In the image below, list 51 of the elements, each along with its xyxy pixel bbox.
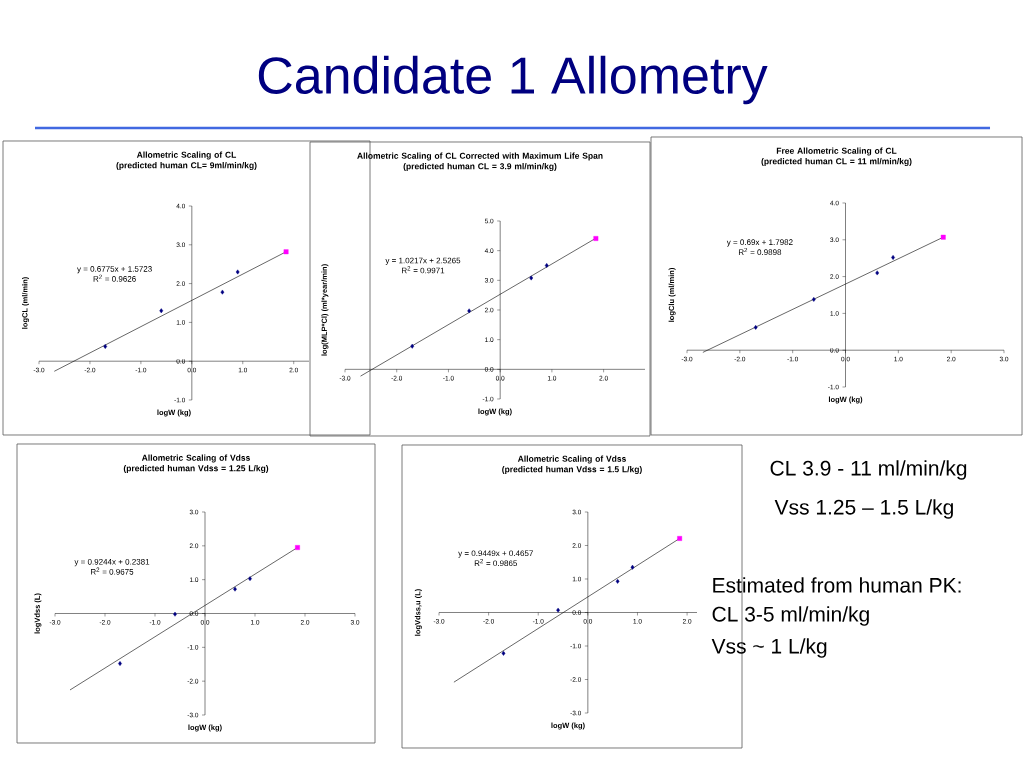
annotation: R$^{2}$ = 0.9865 [474, 558, 518, 567]
text: Vss 1.25 – 1.5 L/kg [774, 499, 953, 519]
point [753, 324, 758, 330]
chart-subtitle: (predicted human CL = 11 ml/min/kg) [761, 158, 912, 166]
chart-subtitle: (predicted human Vdss = 1.25 L/kg) [123, 465, 269, 473]
point [940, 234, 946, 240]
point [467, 308, 471, 314]
point [529, 275, 534, 281]
chart-subtitle: (predicted human CL = 3.9 ml/min/kg) [403, 163, 557, 171]
point [248, 576, 252, 582]
chart-title: Allometric Scaling of Vdss [141, 454, 250, 463]
point [118, 661, 122, 666]
point [283, 249, 289, 255]
point [235, 269, 240, 275]
text: Candidate 1 Allometry [258, 55, 768, 105]
point [159, 308, 164, 314]
point [593, 236, 599, 241]
annotation: R$^{2}$ = 0.9898 [738, 247, 782, 255]
annotation: R$^{2}$ = 0.9675 [91, 567, 134, 575]
chart-title: Allometric Scaling of CL Corrected with Maximum Life Span [357, 152, 603, 161]
point [233, 586, 237, 592]
chart-title: Allometric Scaling of CL [136, 151, 237, 160]
point [220, 289, 225, 295]
text: CL 3-5 ml/min/kg [712, 606, 869, 626]
point [677, 536, 683, 541]
annotation: y = 0.6775x + 1.5723 [77, 266, 152, 274]
annotation: R$^{2}$ = 0.9626 [93, 274, 136, 282]
annotation: R$^{2}$ = 0.9971 [402, 266, 445, 274]
chart-title: Free Allometric Scaling of CL [776, 147, 897, 156]
annotation: y = 0.9244x + 0.2381 [74, 558, 150, 567]
text: Vss ~ 1 L/kg [711, 638, 827, 658]
chart-subtitle: (predicted human CL= 9ml/min/kg) [116, 162, 257, 170]
point [544, 263, 549, 268]
point [556, 607, 560, 613]
point [103, 344, 108, 349]
annotation: y = 1.0217x + 2.5265 [385, 257, 461, 265]
annotation: y = 0.69x + 1.7982 [726, 239, 793, 247]
point [410, 343, 415, 349]
point [295, 545, 300, 550]
chart-title: Allometric Scaling of Vdss [517, 455, 626, 464]
point [173, 611, 177, 617]
text: CL 3.9 - 11 ml/min/kg [770, 460, 967, 480]
point [630, 564, 635, 570]
annotation: y = 0.9449x + 0.4657 [458, 550, 533, 558]
chart-subtitle: (predicted human Vdss = 1.5 L/kg) [502, 466, 642, 474]
point [811, 297, 816, 302]
point [615, 578, 620, 584]
point [891, 255, 895, 260]
text: Estimated from human PK: [713, 577, 961, 593]
point [875, 270, 880, 276]
point [501, 650, 506, 656]
